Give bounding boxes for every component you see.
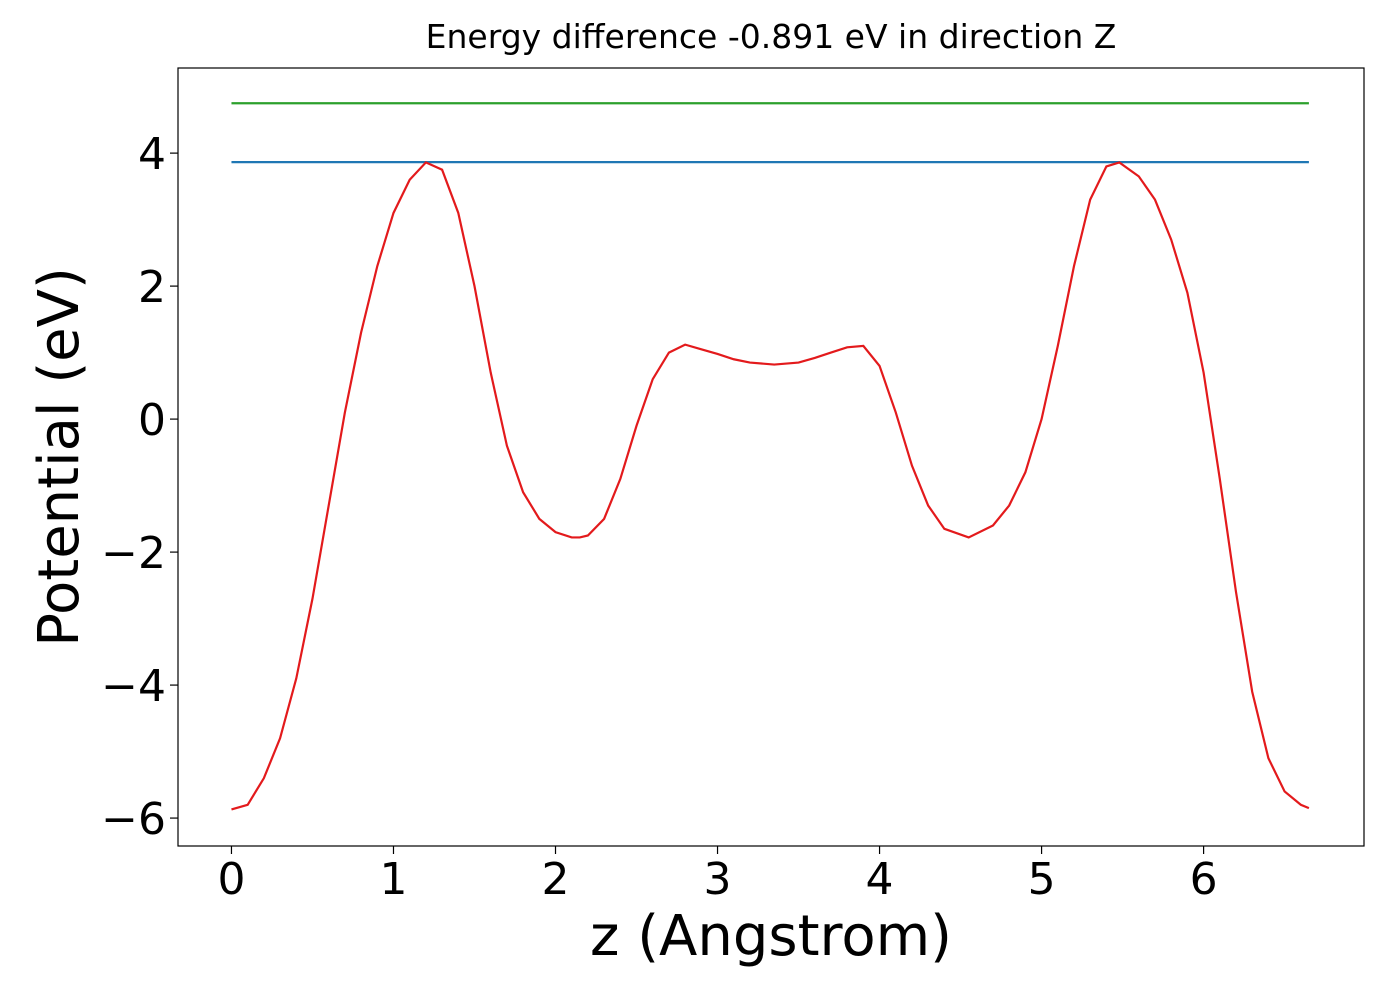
x-tick-label: 3: [704, 854, 732, 905]
y-tick-label: −4: [101, 661, 166, 712]
y-tick-label: 4: [138, 129, 166, 180]
x-tick-label: 4: [866, 854, 894, 905]
x-tick-label: 2: [542, 854, 570, 905]
y-tick-label: 2: [138, 262, 166, 313]
x-tick-label: 1: [379, 854, 407, 905]
x-tick-label: 5: [1028, 854, 1056, 905]
plot-frame: [177, 67, 1365, 847]
x-tick-label: 6: [1190, 854, 1218, 905]
chart-title: Energy difference -0.891 eV in direction…: [426, 17, 1117, 56]
x-axis-label: z (Angstrom): [590, 904, 952, 969]
x-tick-label: 0: [217, 854, 245, 905]
y-tick-label: −2: [101, 528, 166, 579]
y-tick-label: 0: [138, 395, 166, 446]
line-series: [231, 161, 1310, 811]
y-tick-label: −6: [101, 794, 166, 845]
y-axis-label: Potential (eV): [27, 267, 92, 647]
